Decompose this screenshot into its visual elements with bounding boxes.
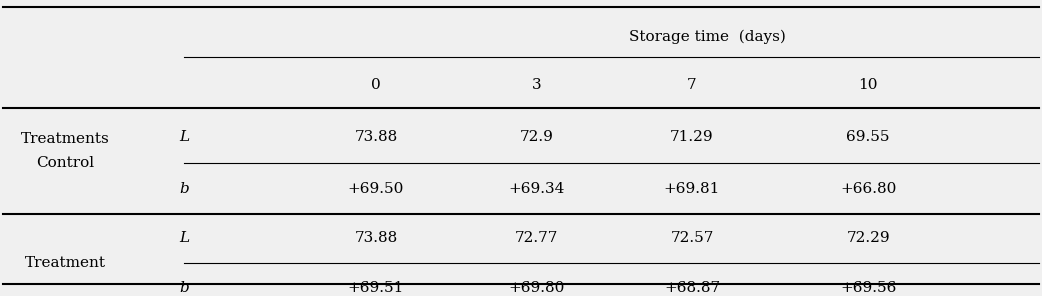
Text: +68.87: +68.87 xyxy=(664,281,720,295)
Text: 0: 0 xyxy=(371,78,380,92)
Text: 73.88: 73.88 xyxy=(354,130,397,144)
Text: +69.81: +69.81 xyxy=(664,181,720,196)
Text: Control: Control xyxy=(35,156,94,170)
Text: +69.56: +69.56 xyxy=(840,281,896,295)
Text: 3: 3 xyxy=(531,78,542,92)
Text: Treatment: Treatment xyxy=(24,256,105,270)
Text: 10: 10 xyxy=(859,78,878,92)
Text: b: b xyxy=(179,281,189,295)
Text: 73.88: 73.88 xyxy=(354,231,397,245)
Text: L: L xyxy=(179,130,190,144)
Text: +69.51: +69.51 xyxy=(348,281,404,295)
Text: +69.80: +69.80 xyxy=(508,281,565,295)
Text: b: b xyxy=(179,181,189,196)
Text: 7: 7 xyxy=(688,78,697,92)
Text: 71.29: 71.29 xyxy=(670,130,714,144)
Text: Treatments: Treatments xyxy=(21,132,109,146)
Text: +69.50: +69.50 xyxy=(348,181,404,196)
Text: Storage time  (days): Storage time (days) xyxy=(629,30,786,44)
Text: 72.9: 72.9 xyxy=(520,130,553,144)
Text: 69.55: 69.55 xyxy=(846,130,890,144)
Text: L: L xyxy=(179,231,190,245)
Text: +66.80: +66.80 xyxy=(840,181,896,196)
Text: 72.57: 72.57 xyxy=(670,231,714,245)
Text: 72.77: 72.77 xyxy=(515,231,559,245)
Text: +69.34: +69.34 xyxy=(508,181,565,196)
Text: 72.29: 72.29 xyxy=(846,231,890,245)
